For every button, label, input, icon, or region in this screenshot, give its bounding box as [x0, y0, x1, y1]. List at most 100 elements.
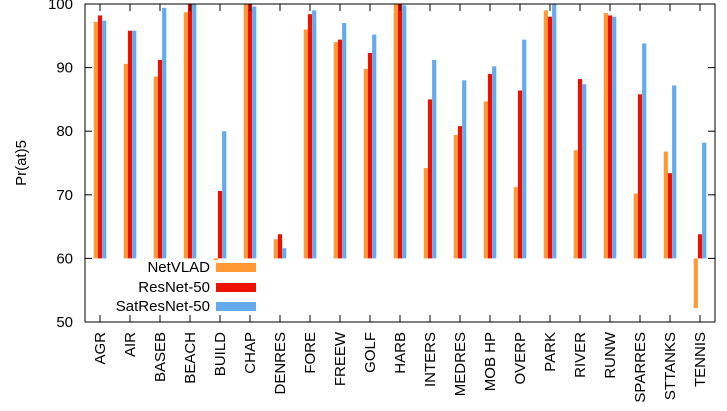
bar-netvlad-harb [393, 4, 398, 259]
bar-satresnet-50-harb [402, 5, 407, 259]
bar-satresnet-50-sparres [642, 43, 647, 259]
x-tick-label: RUNW [602, 331, 619, 378]
bar-resnet-50-fore [307, 14, 313, 259]
bar-satresnet-50-freew [342, 23, 347, 259]
x-tick-label: STTANKS [662, 332, 679, 400]
bar-resnet-50-baseb [157, 59, 163, 259]
x-tick-label: CHAP [242, 332, 259, 374]
x-tick-label: AIR [122, 332, 139, 357]
legend-swatch [216, 283, 256, 292]
bar-netvlad-sttanks [663, 151, 668, 259]
bar-netvlad-fore [303, 29, 308, 259]
x-tick-label: SPARRES [632, 332, 649, 403]
y-axis: 50 60 70 80 90 100 [48, 0, 715, 331]
y-tick-label: 90 [56, 60, 73, 77]
bar-resnet-50-beach [187, 4, 193, 259]
legend-label: ResNet-50 [138, 279, 210, 296]
x-tick-label: INTERS [422, 332, 439, 387]
bar-resnet-50-tennis [697, 234, 703, 259]
legend: NetVLAD ResNet-50 SatResNet-50 [88, 259, 263, 315]
bar-resnet-50-runw [607, 15, 613, 259]
x-tick-label: RIVER [572, 332, 589, 378]
x-tick-label: BEACH [182, 332, 199, 384]
bar-resnet-50-overp [517, 90, 523, 259]
bar-satresnet-50-golf [372, 34, 377, 259]
bar-satresnet-50-agr [102, 20, 107, 259]
y-axis-title: Pr(at)5 [13, 140, 30, 186]
bar-netvlad-sparres [633, 193, 638, 259]
bars-layer [93, 4, 707, 309]
bar-satresnet-50-mob-hp [492, 66, 497, 259]
bar-satresnet-50-beach [192, 4, 197, 259]
x-tick-label: FORE [302, 332, 319, 374]
bar-satresnet-50-air [132, 30, 137, 259]
bar-satresnet-50-sttanks [672, 85, 677, 259]
x-tick-label: TENNIS [692, 332, 709, 387]
bar-netvlad-tennis [693, 258, 698, 309]
bar-netvlad-chap [243, 4, 248, 259]
x-tick-label: DENRES [272, 332, 289, 395]
y-tick-label: 60 [56, 250, 73, 267]
bar-resnet-50-park [547, 16, 553, 259]
x-axis: AGR AIR BASEB BEACH BUILD CHAP DENRES FORE FREEW… [92, 4, 709, 403]
bar-netvlad-inters [423, 168, 428, 259]
x-tick-label: MEDRES [452, 332, 469, 396]
bar-netvlad-beach [183, 12, 188, 259]
bar-satresnet-50-fore [312, 10, 317, 259]
legend-swatch [216, 263, 256, 272]
x-tick-label: BASEB [152, 332, 169, 382]
legend-label: NetVLAD [147, 259, 210, 276]
bar-netvlad-park [543, 10, 548, 259]
x-tick-label: FREEW [332, 331, 349, 386]
bar-satresnet-50-runw [612, 16, 617, 259]
bar-satresnet-50-tennis [702, 142, 707, 259]
bar-satresnet-50-inters [432, 59, 437, 259]
x-tick-label: AGR [92, 332, 109, 365]
bar-netvlad-air [123, 63, 128, 259]
bar-satresnet-50-overp [522, 39, 527, 259]
bar-netvlad-golf [363, 68, 368, 259]
y-tick-label: 100 [48, 0, 73, 13]
bar-resnet-50-inters [427, 99, 433, 259]
bar-netvlad-runw [603, 12, 608, 259]
x-tick-label: MOB HP [482, 332, 499, 391]
x-tick-label: OVERP [512, 332, 529, 385]
bar-resnet-50-medres [457, 126, 463, 259]
bar-resnet-50-sttanks [667, 173, 673, 259]
bar-netvlad-mob-hp [483, 101, 488, 259]
bar-resnet-50-freew [337, 39, 343, 259]
bar-resnet-50-river [577, 79, 583, 259]
y-tick-label: 50 [56, 314, 73, 331]
bar-resnet-50-agr [97, 15, 103, 259]
bar-satresnet-50-medres [462, 80, 467, 259]
x-tick-label: PARK [542, 332, 559, 372]
bar-netvlad-overp [513, 187, 518, 259]
x-tick-label: BUILD [212, 332, 229, 376]
bar-satresnet-50-build [222, 131, 227, 259]
bar-netvlad-freew [333, 42, 338, 259]
bar-satresnet-50-denres [282, 248, 287, 259]
bar-resnet-50-golf [367, 52, 373, 259]
legend-swatch [216, 302, 256, 311]
bar-resnet-50-harb [397, 4, 403, 259]
bar-netvlad-baseb [153, 76, 158, 259]
bar-netvlad-river [573, 150, 578, 259]
bar-satresnet-50-park [552, 4, 557, 259]
bar-satresnet-50-chap [252, 6, 257, 259]
bar-satresnet-50-river [582, 84, 587, 259]
y-tick-label: 70 [56, 187, 73, 204]
bar-resnet-50-chap [247, 4, 253, 259]
bar-resnet-50-denres [277, 234, 283, 259]
bar-resnet-50-sparres [637, 94, 643, 259]
y-tick-label: 80 [56, 123, 73, 140]
x-tick-label: HARB [392, 332, 409, 374]
bar-resnet-50-build [217, 190, 223, 259]
bar-satresnet-50-baseb [162, 7, 167, 259]
bar-netvlad-medres [453, 135, 458, 259]
x-tick-label: GOLF [362, 332, 379, 373]
bar-netvlad-agr [93, 21, 98, 259]
bar-resnet-50-mob-hp [487, 73, 493, 259]
bar-resnet-50-air [127, 30, 133, 259]
